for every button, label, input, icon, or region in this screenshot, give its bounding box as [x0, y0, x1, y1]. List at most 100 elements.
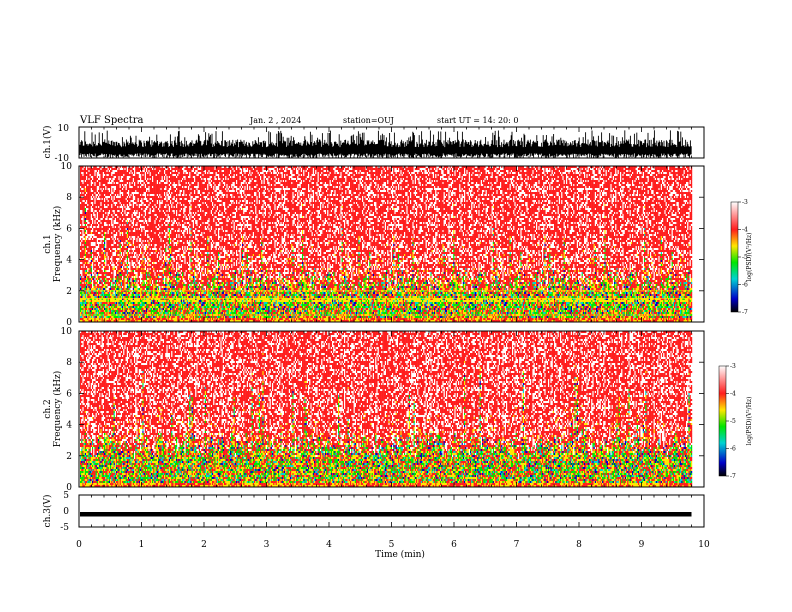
spectrogram-cell — [102, 268, 103, 270]
spectrogram-cell — [91, 272, 92, 274]
spectrogram-cell — [102, 254, 103, 256]
spectrogram-cell — [103, 178, 104, 180]
spectrogram-cell — [80, 238, 81, 240]
spectrogram-cell — [106, 274, 107, 276]
spectrogram-cell — [81, 240, 82, 242]
spectrogram-cell — [82, 172, 83, 174]
spectrogram-cell — [92, 306, 93, 308]
spectrogram-cell — [103, 202, 104, 204]
spectrogram-cell — [98, 218, 99, 220]
spectrogram-cell — [109, 280, 110, 282]
spectrogram-cell — [96, 220, 97, 222]
spectrogram-cell — [109, 260, 110, 262]
spectrogram-cell — [91, 202, 92, 204]
spectrogram-cell — [98, 228, 99, 230]
spectrogram-cell — [104, 276, 105, 278]
spectrogram-cell — [92, 258, 93, 260]
spectrogram-cell — [87, 170, 88, 172]
spectrogram-cell — [93, 242, 94, 244]
spectrogram-cell — [100, 220, 101, 222]
spectrogram-cell — [105, 170, 106, 172]
spectrogram-cell — [100, 240, 101, 242]
spectrogram-cell — [93, 264, 94, 266]
spectrogram-cell — [86, 288, 87, 290]
spectrogram-cell — [102, 302, 103, 304]
spectrogram-cell — [94, 238, 95, 240]
spectrogram-cell — [103, 304, 104, 306]
spectrogram-cell — [98, 244, 99, 246]
spectrogram-cell — [106, 224, 107, 226]
spectrogram-cell — [90, 226, 91, 228]
spectrogram-cell — [88, 196, 89, 198]
spectrogram-cell — [93, 208, 94, 210]
spectrogram-cell — [88, 252, 89, 254]
spectrogram-cell — [91, 200, 92, 202]
spectrogram-cell — [109, 294, 110, 296]
spectrogram-cell — [88, 302, 89, 304]
spectrogram-cell — [103, 274, 104, 276]
spectrogram-cell — [97, 268, 98, 270]
spectrogram-cell — [93, 230, 94, 232]
spectrogram-cell — [100, 222, 101, 224]
spectrogram-cell — [102, 310, 103, 312]
spectrogram-cell — [84, 274, 85, 276]
spectrogram-cell — [93, 288, 94, 290]
spectrogram-cell — [87, 272, 88, 274]
spectrogram-cell — [96, 308, 97, 310]
spectrogram-cell — [105, 216, 106, 218]
spectrogram-cell — [82, 254, 83, 256]
spectrogram-cell — [108, 228, 109, 230]
spectrogram-cell — [92, 168, 93, 170]
spectrogram-cell — [102, 186, 103, 188]
spectrogram-cell — [91, 312, 92, 314]
spectrogram-cell — [103, 196, 104, 198]
spectrogram-cell — [80, 302, 81, 304]
spectrogram-cell — [108, 220, 109, 222]
spectrogram-cell — [86, 254, 87, 256]
spectrogram-cell — [109, 252, 110, 254]
spectrogram-cell — [106, 236, 107, 238]
spectrogram-cell — [84, 180, 85, 182]
spectrogram-cell — [82, 312, 83, 314]
spectrogram-cell — [81, 174, 82, 176]
spectrogram-cell — [97, 252, 98, 254]
spectrogram-cell — [109, 230, 110, 232]
spectrogram-cell — [90, 236, 91, 238]
spectrogram-cell — [86, 176, 87, 178]
spectrogram-cell — [106, 222, 107, 224]
spectrogram-cell — [84, 226, 85, 228]
spectrogram-cell — [91, 198, 92, 200]
spectrogram-cell — [92, 212, 93, 214]
spectrogram-cell — [86, 270, 87, 272]
spectrogram-cell — [98, 250, 99, 252]
spectrogram-cell — [82, 214, 83, 216]
spectrogram-cell — [105, 208, 106, 210]
spectrogram-cell — [98, 172, 99, 174]
spectrogram-cell — [94, 248, 95, 250]
spectrogram-cell — [93, 214, 94, 216]
spectrogram-cell — [109, 200, 110, 202]
spectrogram-cell — [103, 226, 104, 228]
spectrogram-cell — [85, 316, 86, 318]
spectrogram-cell — [92, 294, 93, 296]
spectrogram-cell — [108, 310, 109, 312]
spectrogram-cell — [98, 232, 99, 234]
spectrogram-cell — [93, 284, 94, 286]
spectrogram-cell — [98, 200, 99, 202]
spectrogram-cell — [98, 284, 99, 286]
spectrogram-cell — [106, 284, 107, 286]
spectrogram-cell — [108, 232, 109, 234]
spectrogram-cell — [80, 202, 81, 204]
spectrogram-cell — [92, 276, 93, 278]
spectrogram-cell — [103, 264, 104, 266]
spectrogram-cell — [86, 214, 87, 216]
spectrogram-cell — [84, 234, 85, 236]
spectrogram-cell — [80, 182, 81, 184]
spectrogram-cell — [100, 170, 101, 172]
spectrogram-cell — [91, 240, 92, 242]
spectrogram-cell — [98, 180, 99, 182]
spectrogram-cell — [103, 254, 104, 256]
spectrogram-cell — [109, 232, 110, 234]
spectrogram-cell — [97, 184, 98, 186]
spectrogram-cell — [99, 206, 100, 208]
